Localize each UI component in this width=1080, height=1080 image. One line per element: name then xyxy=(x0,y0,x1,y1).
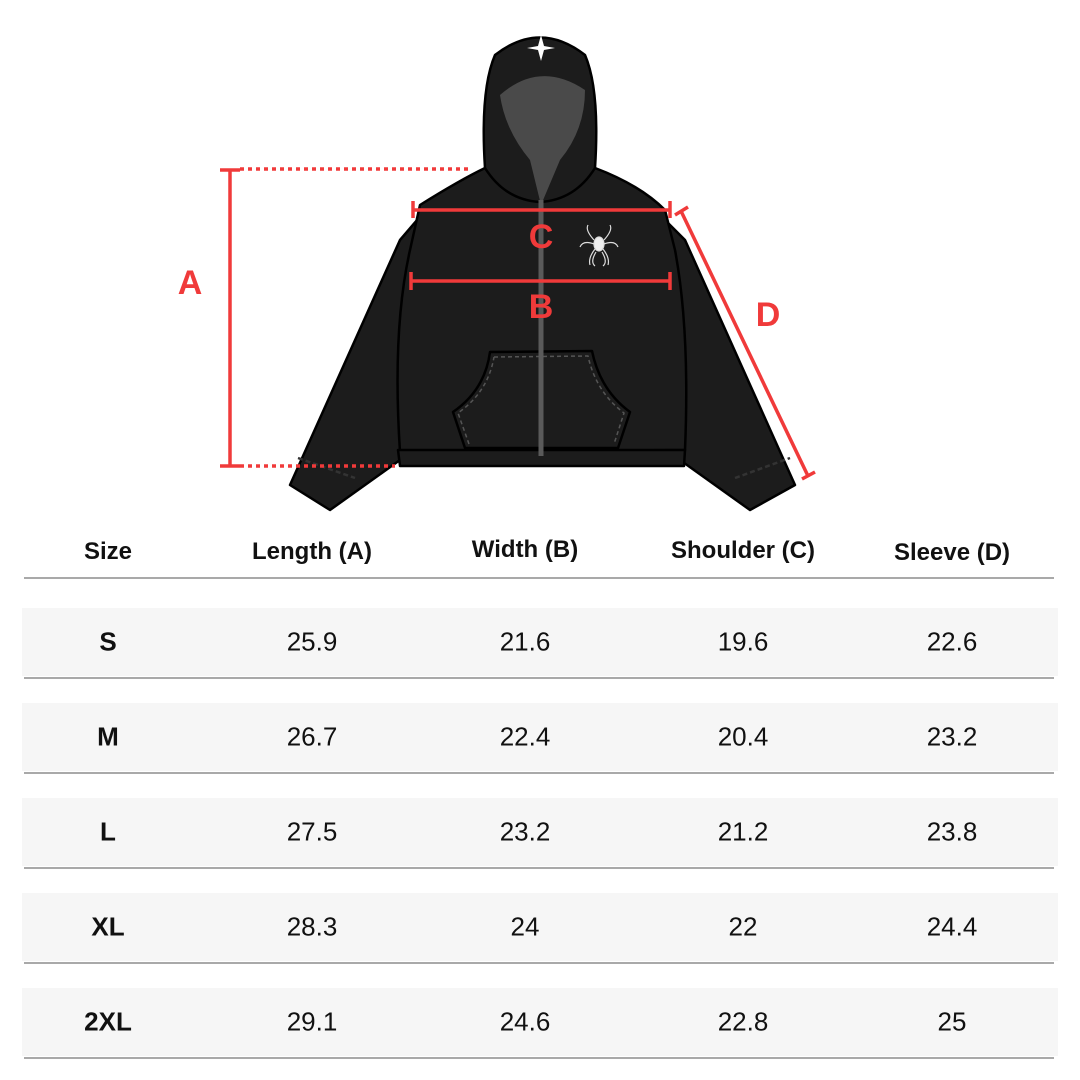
measurement-cell: 25 xyxy=(937,1006,967,1037)
measurement-cell: 20.4 xyxy=(717,721,769,752)
table-row xyxy=(22,608,1058,676)
measurement-cell: 21.6 xyxy=(499,626,551,657)
measurement-cell: 19.6 xyxy=(717,626,769,657)
measurement-cell: 22.6 xyxy=(926,626,978,657)
header-length: Length (A) xyxy=(252,538,372,565)
measurement-cell: 22 xyxy=(728,911,758,942)
row-rule xyxy=(24,1057,1054,1059)
hoodie-measurement-diagram: A C B D xyxy=(178,35,816,512)
measurement-cell: 23.2 xyxy=(926,721,978,752)
table-row xyxy=(22,703,1058,771)
row-rule xyxy=(24,962,1054,964)
header-sleeve: Sleeve (D) xyxy=(893,539,1011,566)
measurement-cell: 24.6 xyxy=(499,1006,551,1037)
size-cell: XL xyxy=(91,911,125,942)
measurement-cell: 25.9 xyxy=(286,626,338,657)
label-b: B xyxy=(529,288,554,326)
size-cell: 2XL xyxy=(84,1006,132,1037)
measurement-lines xyxy=(220,167,816,481)
row-rule xyxy=(24,772,1054,774)
hood-inner xyxy=(500,76,585,206)
label-d: D xyxy=(756,296,781,334)
row-rule xyxy=(24,677,1054,679)
spider-emblem-icon xyxy=(579,224,619,267)
label-c: C xyxy=(529,218,554,256)
label-a: A xyxy=(178,264,203,302)
kangaroo-pocket xyxy=(451,349,632,450)
header-shoulder: Shoulder (C) xyxy=(671,537,815,564)
measurement-cell: 27.5 xyxy=(286,816,338,847)
waistband xyxy=(396,448,687,468)
hoodie-illustration xyxy=(288,36,797,512)
header-size: Size xyxy=(83,538,133,565)
measurement-cell: 26.7 xyxy=(286,721,338,752)
size-cell: L xyxy=(100,816,116,847)
measurement-cell: 28.3 xyxy=(286,911,338,942)
table-row xyxy=(22,798,1058,866)
measurement-cell: 23.2 xyxy=(499,816,551,847)
table-row xyxy=(22,893,1058,961)
header-rule xyxy=(24,577,1054,579)
measurement-cell: 22.8 xyxy=(717,1006,769,1037)
header-width: Width (B) xyxy=(471,536,579,563)
measurement-cell: 24.4 xyxy=(926,911,978,942)
size-cell: M xyxy=(97,721,119,752)
row-rule xyxy=(24,867,1054,869)
measurement-cell: 29.1 xyxy=(286,1006,338,1037)
cross-emblem-icon xyxy=(527,35,555,61)
size-cell: S xyxy=(99,626,117,657)
measurement-cell: 22.4 xyxy=(499,721,551,752)
measurement-cell: 23.8 xyxy=(926,816,978,847)
measure-d-line xyxy=(679,210,810,477)
measurement-cell: 21.2 xyxy=(717,816,769,847)
table-row xyxy=(22,988,1058,1056)
measurement-cell: 24 xyxy=(510,911,540,942)
